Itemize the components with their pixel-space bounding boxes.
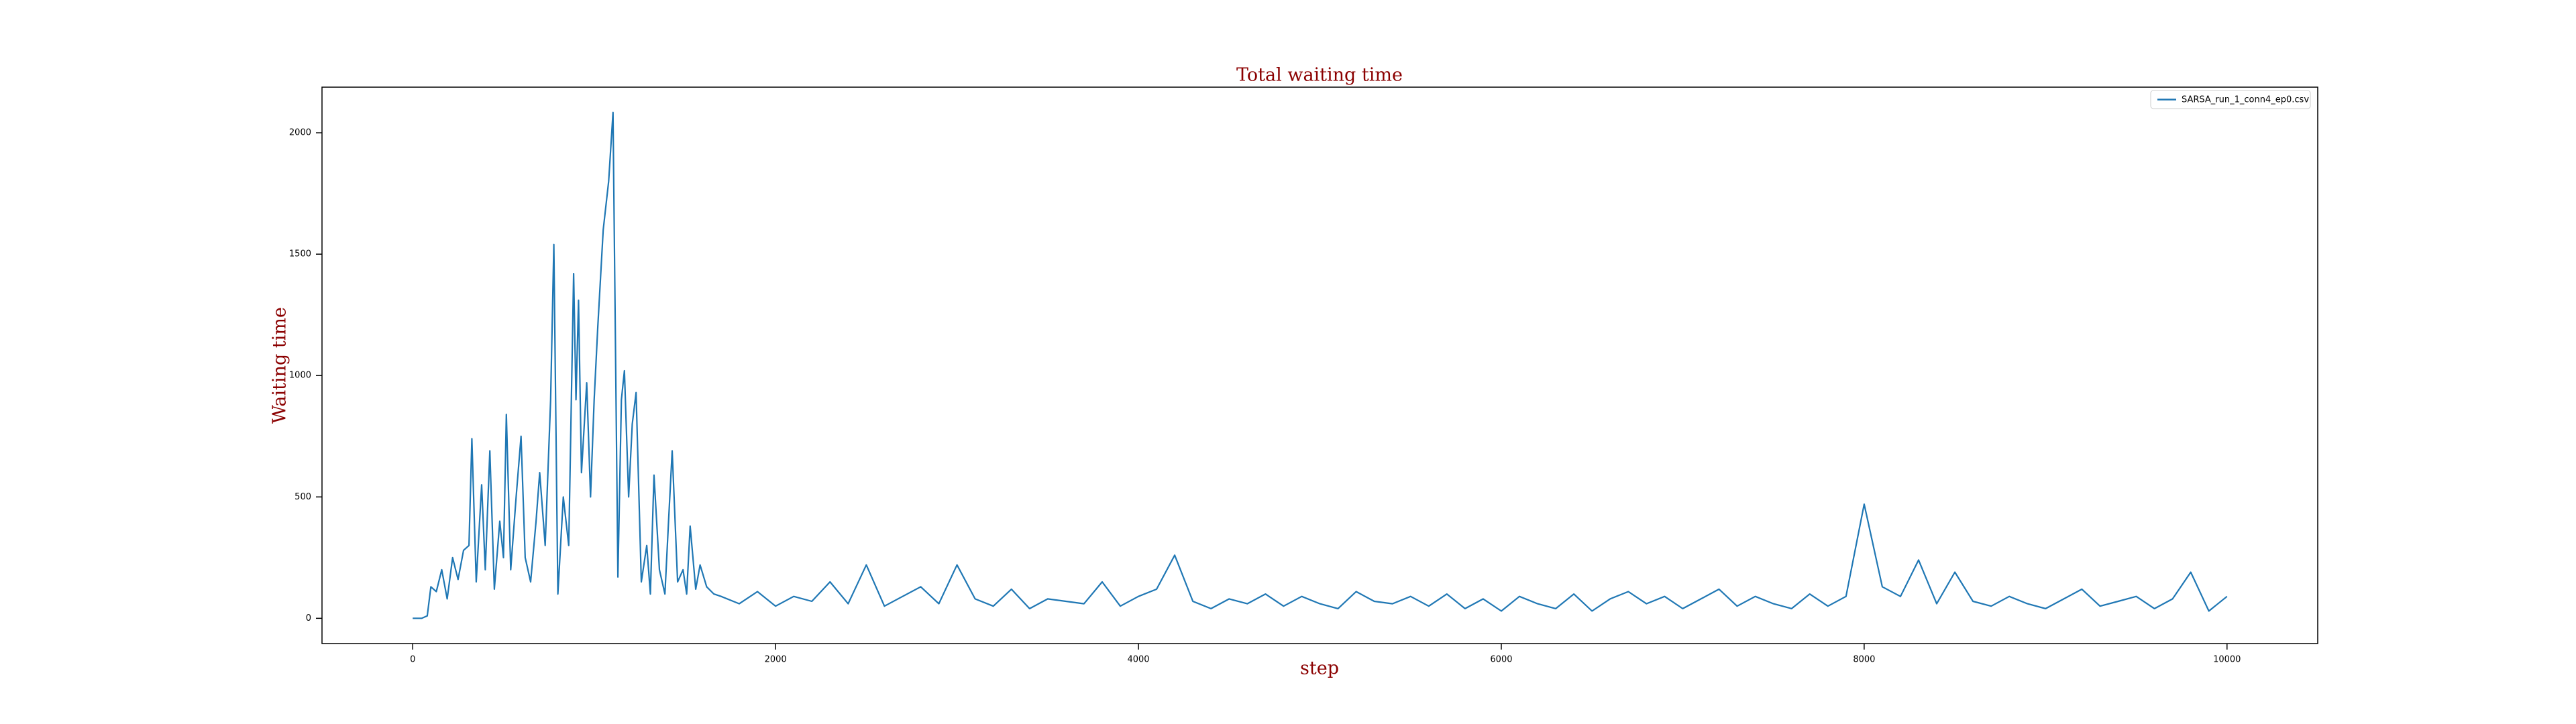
x-tick-label: 4000 [1127, 655, 1149, 665]
line-series [413, 111, 2228, 619]
y-tick-label: 2000 [289, 128, 311, 138]
x-axis-label: step [1300, 658, 1339, 679]
y-tick-label: 1500 [289, 249, 311, 259]
y-tick-label: 1000 [289, 371, 311, 381]
x-tick-label: 2000 [765, 655, 787, 665]
x-tick-label: 6000 [1490, 655, 1512, 665]
y-tick-label: 500 [294, 492, 311, 502]
x-tick-label: 0 [410, 655, 415, 665]
legend-label: SARSA_run_1_conn4_ep0.csv [2182, 95, 2309, 105]
y-tick-label: 0 [306, 613, 311, 623]
legend-box [2150, 90, 2311, 109]
plot-frame [321, 86, 2318, 644]
chart-title: Total waiting time [1236, 65, 1403, 86]
y-axis-label: Waiting time [270, 307, 290, 424]
x-tick-label: 8000 [1853, 655, 1875, 665]
x-tick-label: 10000 [2213, 655, 2241, 665]
